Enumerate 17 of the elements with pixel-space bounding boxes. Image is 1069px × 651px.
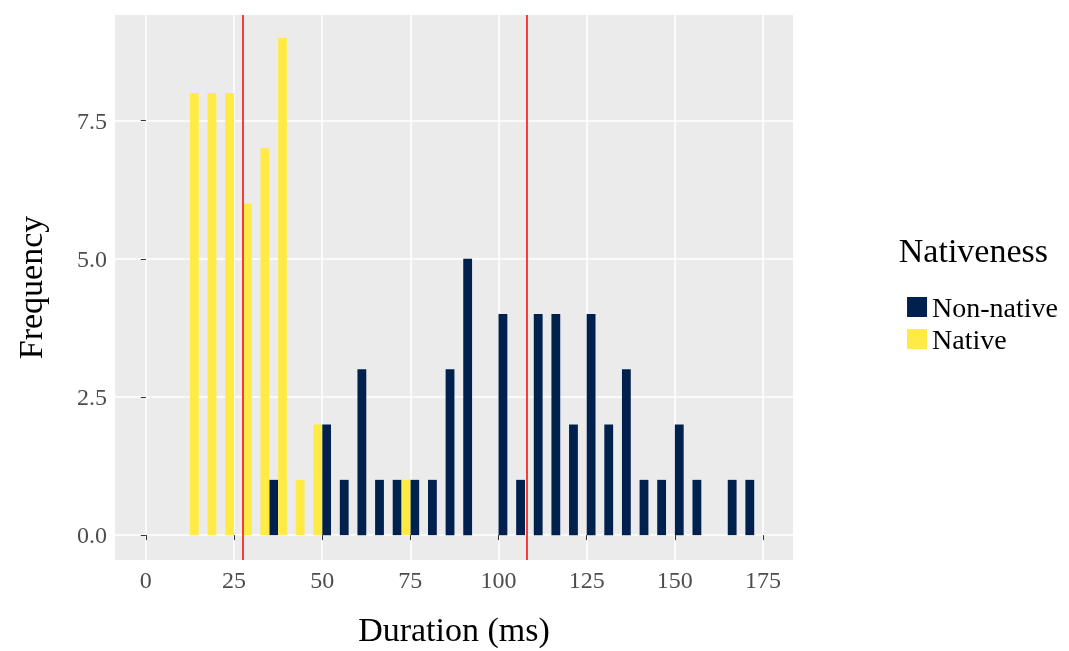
x-tick-label: 0 <box>139 567 152 593</box>
legend-title: Nativeness <box>898 231 1049 269</box>
x-tick-label: 125 <box>568 567 605 593</box>
legend-label: Non-native <box>932 291 1059 323</box>
y-axis-title: Frequency <box>11 215 49 360</box>
x-tick-label: 50 <box>310 567 335 593</box>
x-tick-label: 25 <box>222 567 247 593</box>
y-tick-label: 2.5 <box>77 383 107 410</box>
x-tick-label: 75 <box>398 567 423 593</box>
x-axis-title: Duration (ms) <box>358 610 550 649</box>
legend-label: Native <box>932 323 1007 355</box>
x-tick-label: 100 <box>480 567 517 593</box>
x-tick-label: 150 <box>656 567 693 593</box>
y-tick-label: 5.0 <box>77 245 107 272</box>
x-tick-label: 175 <box>745 567 782 593</box>
y-tick-label: 0.0 <box>77 522 107 549</box>
y-tick-label: 7.5 <box>77 107 107 134</box>
